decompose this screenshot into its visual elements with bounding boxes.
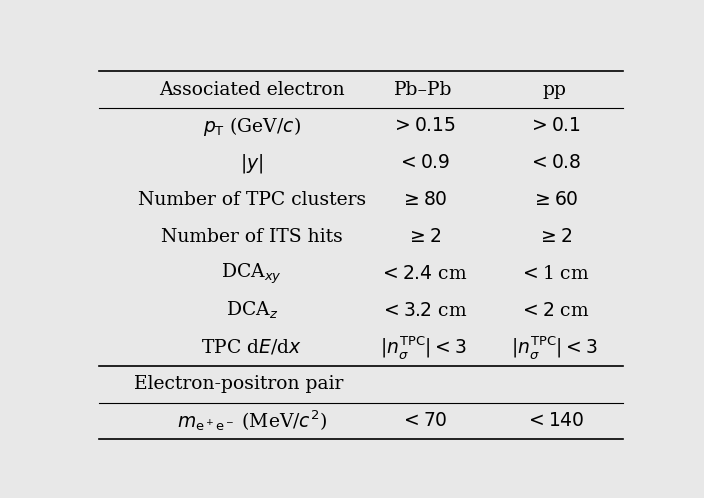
Text: $\geq 2$: $\geq 2$ xyxy=(406,228,441,246)
Text: $|y|$: $|y|$ xyxy=(240,152,263,175)
Text: $|n_{\sigma}^{\rm TPC}| < 3$: $|n_{\sigma}^{\rm TPC}| < 3$ xyxy=(511,334,598,361)
Text: $\geq 60$: $\geq 60$ xyxy=(531,191,578,209)
Text: $\geq 80$: $\geq 80$ xyxy=(400,191,447,209)
Text: Number of TPC clusters: Number of TPC clusters xyxy=(137,191,366,209)
Text: Associated electron: Associated electron xyxy=(159,81,344,99)
Text: $|n_{\sigma}^{\rm TPC}| < 3$: $|n_{\sigma}^{\rm TPC}| < 3$ xyxy=(380,334,467,361)
Text: $<$1 cm: $<$1 cm xyxy=(520,265,590,283)
Text: pp: pp xyxy=(543,81,567,99)
Text: $< 2.4$ cm: $< 2.4$ cm xyxy=(379,265,467,283)
Text: $< 140$: $< 140$ xyxy=(524,412,584,430)
Text: Number of ITS hits: Number of ITS hits xyxy=(161,228,343,246)
Text: DCA$_{z}$: DCA$_{z}$ xyxy=(225,300,278,321)
Text: TPC d$E$/d$x$: TPC d$E$/d$x$ xyxy=(201,338,302,357)
Text: Electron-positron pair: Electron-positron pair xyxy=(134,375,344,393)
Text: $p_{\rm T}$ (GeV/$c$): $p_{\rm T}$ (GeV/$c$) xyxy=(203,115,301,138)
Text: DCA$_{xy}$: DCA$_{xy}$ xyxy=(221,261,282,286)
Text: $< 70$: $< 70$ xyxy=(400,412,447,430)
Text: $< 2$ cm: $< 2$ cm xyxy=(520,302,590,320)
Text: Pb–Pb: Pb–Pb xyxy=(394,81,453,99)
Text: $m_{{\rm e}^+{\rm e}^-}$ (MeV/$c^2$): $m_{{\rm e}^+{\rm e}^-}$ (MeV/$c^2$) xyxy=(177,408,327,433)
Text: $< 3.2$ cm: $< 3.2$ cm xyxy=(380,302,467,320)
Text: $> 0.15$: $> 0.15$ xyxy=(391,118,456,135)
Text: $< 0.9$: $< 0.9$ xyxy=(397,154,451,172)
Text: $\geq 2$: $\geq 2$ xyxy=(537,228,572,246)
Text: $> 0.1$: $> 0.1$ xyxy=(528,118,581,135)
Text: $< 0.8$: $< 0.8$ xyxy=(528,154,581,172)
